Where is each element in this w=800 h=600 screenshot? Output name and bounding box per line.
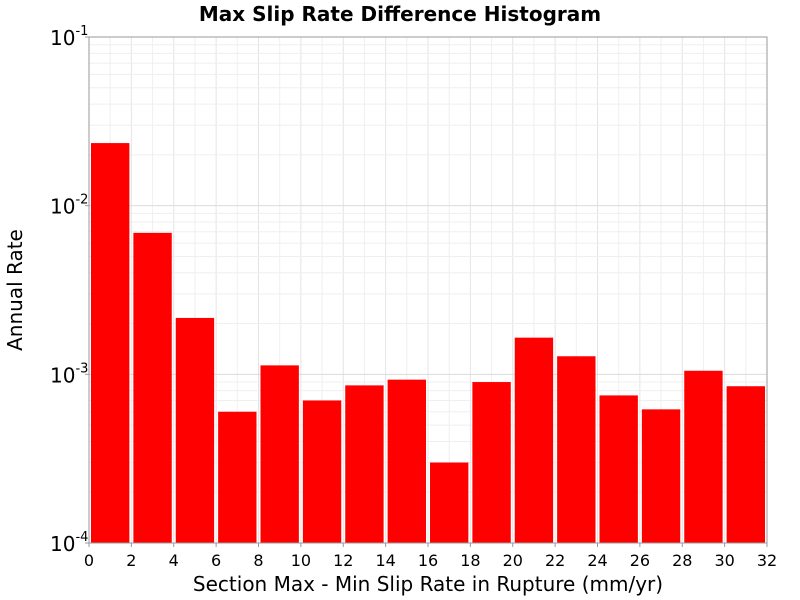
- y-tick-exponent: -3: [75, 361, 88, 376]
- x-tick-label: 10: [291, 551, 311, 570]
- histogram-bar: [557, 356, 596, 543]
- histogram-bar: [641, 409, 681, 543]
- histogram-bar: [599, 395, 638, 543]
- histogram-bar: [218, 411, 257, 543]
- x-tick-label: 6: [211, 551, 221, 570]
- y-tick-label: 10-2: [50, 193, 88, 219]
- histogram-bar: [514, 337, 554, 543]
- histogram-bar: [302, 400, 342, 543]
- y-tick-label: 10-3: [50, 361, 88, 387]
- histogram-bar: [345, 385, 384, 543]
- x-tick-label: 14: [375, 551, 395, 570]
- y-axis-ticks: 10-1 10-2 10-3 10-4: [50, 24, 89, 556]
- y-tick-exponent: -4: [75, 530, 88, 545]
- histogram-bar: [260, 365, 299, 543]
- x-tick-label: 0: [84, 551, 94, 570]
- x-tick-label: 22: [545, 551, 565, 570]
- bars: [91, 143, 765, 543]
- histogram-bar: [175, 317, 215, 543]
- y-tick-label: 10-4: [50, 530, 88, 556]
- x-axis-label: Section Max - Min Slip Rate in Rupture (…: [193, 572, 663, 596]
- x-tick-label: 30: [714, 551, 734, 570]
- histogram-bar: [430, 462, 469, 543]
- x-tick-label: 26: [630, 551, 650, 570]
- x-tick-label: 4: [169, 551, 179, 570]
- chart-title: Max Slip Rate Difference Histogram: [199, 2, 601, 26]
- x-axis-ticks: 0 2 4 6 8 10 12 14 16 18 20 22 24 26 28 30 32: [84, 543, 777, 570]
- x-tick-label: 20: [503, 551, 523, 570]
- x-tick-label: 32: [757, 551, 777, 570]
- histogram-bar: [387, 379, 426, 543]
- histogram-bar: [684, 370, 723, 543]
- x-tick-label: 16: [418, 551, 438, 570]
- x-tick-label: 8: [253, 551, 263, 570]
- histogram-bar: [133, 232, 172, 543]
- x-tick-label: 24: [587, 551, 607, 570]
- histogram-bar: [91, 143, 130, 543]
- x-tick-label: 2: [126, 551, 136, 570]
- x-tick-label: 18: [460, 551, 480, 570]
- x-tick-label: 12: [333, 551, 353, 570]
- y-axis-label: Annual Rate: [3, 229, 27, 351]
- histogram-bar: [726, 386, 765, 543]
- x-tick-label: 28: [672, 551, 692, 570]
- y-tick-label: 10-1: [50, 24, 88, 50]
- y-tick-exponent: -1: [75, 24, 88, 39]
- y-tick-exponent: -2: [75, 193, 88, 208]
- histogram-bar: [472, 382, 511, 543]
